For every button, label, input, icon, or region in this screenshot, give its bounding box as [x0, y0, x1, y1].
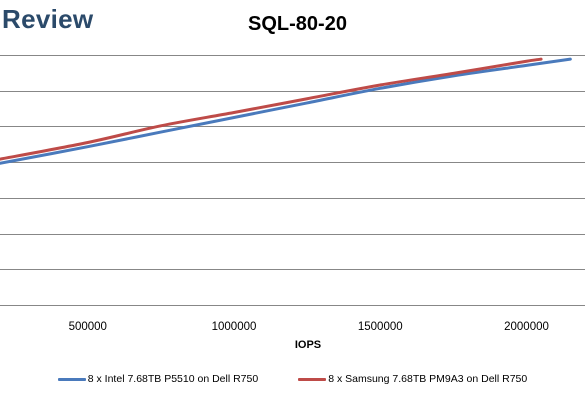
x-tick-label: 1000000 [212, 321, 257, 333]
legend: 8 x Intel 7.68TB P5510 on Dell R750 8 x … [0, 373, 585, 385]
legend-item: 8 x Samsung 7.68TB PM9A3 on Dell R750 [298, 373, 527, 385]
legend-label-samsung: 8 x Samsung 7.68TB PM9A3 on Dell R750 [328, 373, 528, 385]
series-line-1 [0, 57, 543, 161]
legend-swatch-samsung [298, 377, 327, 381]
x-tick-label: 500000 [69, 321, 107, 333]
x-axis-label: IOPS [295, 339, 321, 351]
brand-logo: Review [2, 4, 94, 34]
series-line-0 [0, 57, 572, 165]
legend-label-intel: 8 x Intel 7.68TB P5510 on Dell R750 [87, 373, 259, 385]
chart-title: SQL-80-20 [248, 13, 347, 35]
x-axis-ticks: 500000 1000000 1500000 2000000 [69, 321, 549, 333]
legend-swatch-intel [57, 377, 86, 381]
x-tick-label: 2000000 [504, 321, 549, 333]
gridlines [0, 55, 585, 306]
x-tick-label: 1500000 [358, 321, 403, 333]
legend-item: 8 x Intel 7.68TB P5510 on Dell R750 [57, 373, 259, 385]
series-lines [0, 57, 572, 165]
